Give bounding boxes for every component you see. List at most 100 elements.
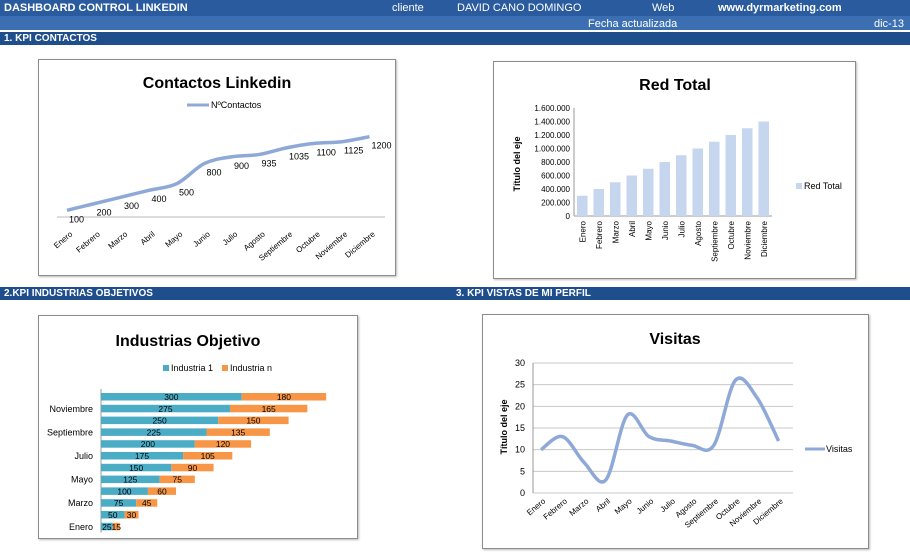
x-tick-label: Diciembre bbox=[343, 229, 377, 259]
y-tick-label: 1.200.000 bbox=[534, 131, 570, 140]
y-tick-label: Mayo bbox=[71, 475, 93, 485]
y-tick-label: 1.600.000 bbox=[534, 104, 570, 113]
series-line bbox=[66, 134, 370, 213]
data-label: 175 bbox=[135, 451, 149, 461]
chart-industrias[interactable]: Industrias Objetivo Industria 1 Industri… bbox=[38, 315, 358, 539]
data-label: 15 bbox=[112, 522, 122, 532]
data-label: 105 bbox=[201, 451, 215, 461]
bar-industria-1 bbox=[101, 511, 125, 519]
x-tick-label: Febrero bbox=[595, 220, 604, 249]
y-tick-label: 25 bbox=[515, 380, 525, 390]
y-tick-label: 0 bbox=[520, 488, 525, 498]
legend-swatch-icon bbox=[163, 365, 169, 371]
bar-industria-n bbox=[229, 404, 308, 413]
bar-industria-n bbox=[183, 452, 233, 460]
y-tick-label: Marzo bbox=[68, 498, 93, 508]
y-tick-label: 600.000 bbox=[541, 172, 570, 181]
chart-red-total[interactable]: Red Total Título del eje Red Total 0 200.… bbox=[493, 61, 856, 279]
data-label: 45 bbox=[142, 498, 152, 508]
data-label: 150 bbox=[246, 416, 260, 426]
web-label: Web bbox=[652, 2, 675, 14]
legend-label: Visitas bbox=[826, 444, 853, 454]
bar-industria-1 bbox=[101, 487, 148, 495]
y-tick-label: 15 bbox=[515, 423, 525, 433]
data-label: 180 bbox=[277, 392, 291, 402]
data-label: 300 bbox=[164, 392, 178, 402]
x-tick-label: Octubre bbox=[727, 220, 736, 249]
data-label: 150 bbox=[129, 463, 143, 473]
section-kpi-contactos: 1. KPI CONTACTOS bbox=[0, 32, 910, 45]
data-label: 75 bbox=[172, 475, 182, 485]
bar bbox=[659, 162, 670, 216]
bar bbox=[709, 141, 720, 216]
y-axis-title: Título del eje bbox=[499, 399, 509, 454]
chart-title: Industrias Objetivo bbox=[116, 333, 261, 350]
y-tick-label: 800.000 bbox=[541, 158, 570, 167]
x-tick-label: Julio bbox=[677, 220, 686, 237]
update-bar: Fecha actualizada dic-13 bbox=[0, 16, 910, 30]
bar-industria-1 bbox=[101, 404, 230, 413]
data-label: 60 bbox=[157, 486, 167, 496]
data-label: 275 bbox=[158, 404, 172, 414]
data-label: 400 bbox=[152, 194, 167, 204]
data-label: 200 bbox=[97, 208, 112, 218]
chart-visitas[interactable]: Visitas Título del eje Visitas 0 5 10 15 20 2… bbox=[482, 314, 869, 549]
chart-visitas-svg: Visitas Título del eje Visitas 0 5 10 15 20 2… bbox=[499, 331, 853, 530]
bar-industria-n bbox=[218, 416, 289, 425]
bar bbox=[643, 168, 654, 216]
x-tick-label: Enero bbox=[578, 220, 587, 242]
bar bbox=[626, 175, 637, 216]
client-name: DAVID CANO DOMINGO bbox=[457, 2, 582, 14]
data-label: 225 bbox=[147, 427, 161, 437]
bar bbox=[758, 121, 769, 216]
web-url[interactable]: www.dyrmarketing.com bbox=[718, 2, 842, 14]
bar bbox=[676, 155, 687, 216]
x-tick-label: Marzo bbox=[568, 496, 591, 518]
bar-industria-n bbox=[241, 393, 327, 401]
data-label: 165 bbox=[262, 404, 276, 414]
x-tick-label: Enero bbox=[52, 229, 75, 250]
updated-value: dic-13 bbox=[874, 18, 904, 30]
bar bbox=[725, 135, 736, 216]
bar-industria-n bbox=[171, 463, 214, 472]
chart-contactos[interactable]: Contactos Linkedin NºContactos 100 200 300… bbox=[38, 59, 396, 276]
y-tick-label: 20 bbox=[515, 401, 525, 411]
bar-industria-1 bbox=[101, 428, 207, 436]
x-tick-label: Febrero bbox=[542, 496, 570, 521]
y-tick-label: 10 bbox=[515, 445, 525, 455]
data-label: 100 bbox=[117, 486, 131, 496]
section-kpi-industrias-vistas: 2.KPI INDUSTRIAS OBJETIVOS 3. KPI VISTAS… bbox=[0, 287, 910, 300]
y-tick-label: 1.400.000 bbox=[534, 118, 570, 127]
y-tick-label: 5 bbox=[520, 466, 525, 476]
x-tick-label: Abril bbox=[628, 221, 637, 237]
bar-industria-1 bbox=[101, 393, 242, 401]
data-label: 800 bbox=[207, 167, 222, 177]
section-title: 3. KPI VISTAS DE MI PERFIL bbox=[456, 288, 591, 299]
data-label: 1125 bbox=[344, 146, 363, 156]
y-axis-title: Título del eje bbox=[512, 136, 522, 191]
x-tick-label: Mayo bbox=[164, 229, 185, 249]
data-label: 25 bbox=[102, 522, 112, 532]
x-tick-label: Septiembre bbox=[710, 220, 719, 261]
y-tick-label: 0 bbox=[566, 212, 571, 221]
bar-industria-n bbox=[112, 522, 120, 531]
data-label: 30 bbox=[127, 510, 137, 520]
y-tick-label: Enero bbox=[69, 522, 93, 532]
section-title: 2.KPI INDUSTRIAS OBJETIVOS bbox=[4, 288, 153, 299]
bar bbox=[742, 128, 753, 216]
x-tick-label: Abril bbox=[594, 497, 612, 514]
bar bbox=[692, 148, 703, 216]
y-tick-label: 200.000 bbox=[541, 199, 570, 208]
x-tick-label: Junio bbox=[191, 229, 212, 249]
legend-swatch-icon bbox=[796, 183, 802, 189]
data-label: 100 bbox=[69, 214, 84, 224]
x-tick-label: Marzo bbox=[106, 229, 129, 251]
bar-industria-1 bbox=[101, 440, 195, 448]
data-label: 200 bbox=[141, 439, 155, 449]
data-label: 90 bbox=[188, 463, 198, 473]
dashboard-title: DASHBOARD CONTROL LINKEDIN bbox=[4, 2, 188, 14]
data-label: 1200 bbox=[372, 141, 392, 151]
section-title: 1. KPI CONTACTOS bbox=[4, 33, 97, 44]
legend-label: Industria n bbox=[230, 363, 272, 373]
y-tick-label: Septiembre bbox=[47, 427, 93, 437]
